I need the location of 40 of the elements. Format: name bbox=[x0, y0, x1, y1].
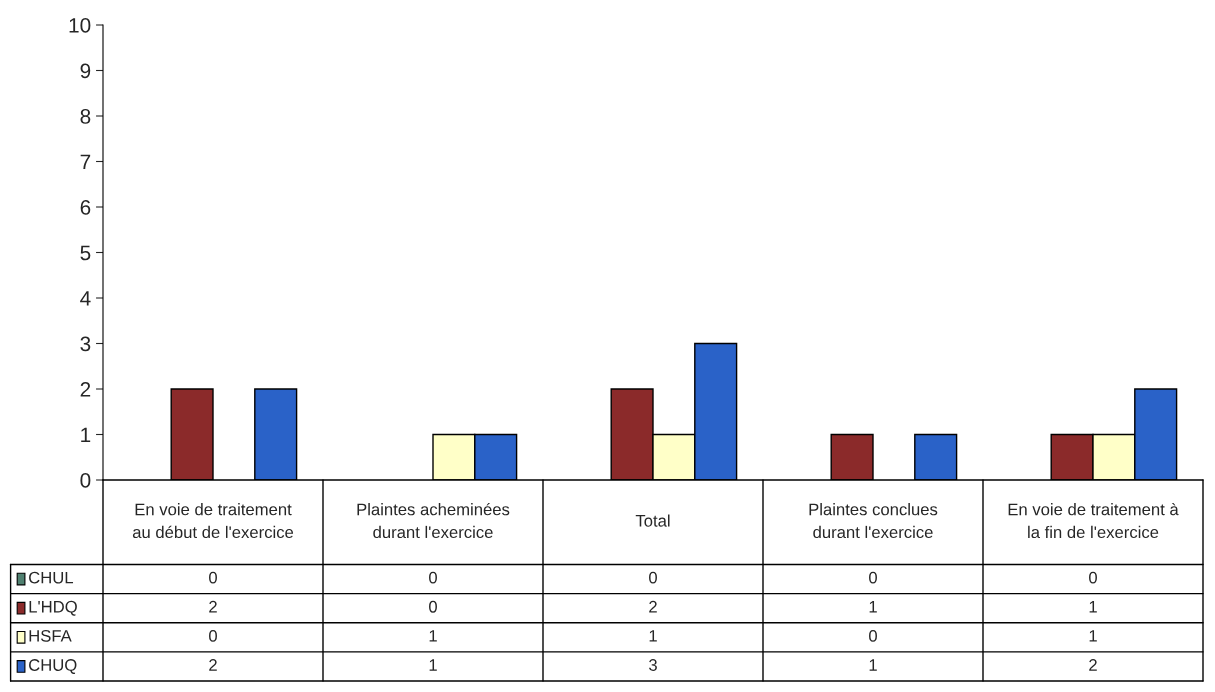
data-label: 2 bbox=[209, 600, 217, 613]
data-label: 2 bbox=[1089, 659, 1097, 671]
data-label: 0 bbox=[869, 571, 877, 584]
data-label: 0 bbox=[429, 600, 437, 613]
data-label: 0 bbox=[209, 571, 217, 584]
x-tick-label: Total bbox=[635, 514, 670, 527]
data-label: 1 bbox=[869, 601, 877, 613]
data-label: 1 bbox=[869, 659, 877, 671]
x-tick-label: En voie de traitement à la fin de l'exercice bbox=[1008, 502, 1179, 539]
data-label: 0 bbox=[209, 629, 217, 642]
x-tick-label: En voie de traitement au début de l'exercice bbox=[132, 503, 294, 539]
legend-label: L'HDQ bbox=[29, 600, 77, 616]
data-label: 1 bbox=[429, 630, 437, 642]
y-tick-label: 10 bbox=[69, 18, 91, 33]
data-label: 1 bbox=[429, 659, 437, 671]
data-label: 1 bbox=[649, 630, 657, 642]
legend-label: HSFA bbox=[29, 629, 72, 642]
legend-label: CHUL bbox=[29, 571, 74, 584]
y-tick-label: 3 bbox=[80, 336, 91, 352]
y-tick-label: 4 bbox=[80, 291, 91, 306]
x-tick-label: Plaintes conclues durant l'exercice bbox=[809, 503, 938, 539]
y-tick-label: 2 bbox=[80, 382, 91, 397]
y-tick-label: 0 bbox=[80, 473, 91, 488]
y-tick-label: 5 bbox=[80, 245, 91, 261]
y-tick-label: 1 bbox=[81, 427, 91, 443]
data-label: 2 bbox=[209, 659, 217, 671]
data-label: 2 bbox=[649, 600, 657, 613]
data-label: 0 bbox=[649, 571, 657, 584]
x-tick-label: Plaintes acheminées durant l'exercice bbox=[357, 502, 510, 539]
data-label: 0 bbox=[429, 571, 437, 584]
y-tick-label: 9 bbox=[80, 63, 91, 79]
data-label: 1 bbox=[1089, 630, 1097, 642]
data-label: 0 bbox=[869, 629, 877, 642]
y-tick-label: 8 bbox=[80, 109, 91, 124]
data-label: 3 bbox=[649, 659, 657, 671]
data-label: 1 bbox=[1089, 601, 1097, 613]
y-tick-label: 7 bbox=[80, 154, 91, 170]
data-label: 0 bbox=[1089, 571, 1097, 584]
y-tick-label: 6 bbox=[80, 200, 91, 215]
legend-label: CHUQ bbox=[29, 659, 77, 674]
